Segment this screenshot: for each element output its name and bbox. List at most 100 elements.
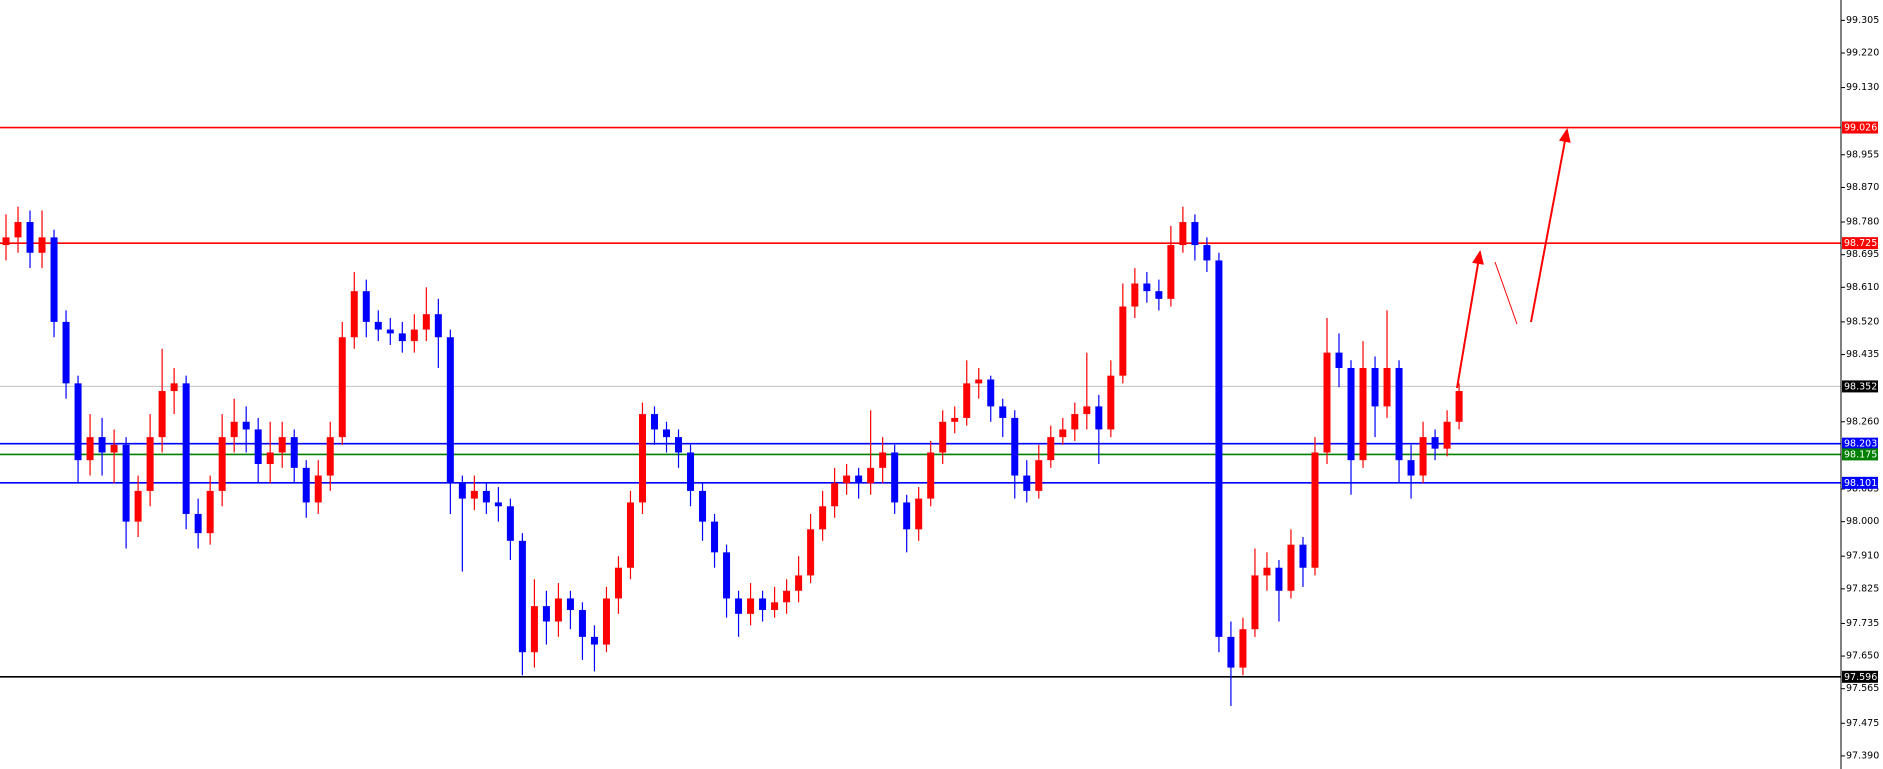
candle-body — [771, 602, 779, 610]
candle-body — [711, 521, 719, 553]
candle-body — [687, 452, 695, 491]
candle-body — [759, 598, 767, 610]
candle-body — [1179, 222, 1187, 246]
level-label-box — [1842, 437, 1878, 450]
candle-body — [386, 329, 394, 334]
candle-body — [446, 337, 454, 484]
candle-body — [230, 421, 238, 438]
candle-body — [266, 452, 274, 465]
level-label: 98.101 — [1844, 478, 1877, 489]
candle-body — [1383, 367, 1391, 407]
candle-body — [398, 333, 406, 342]
candle-body — [675, 437, 683, 453]
candle-body — [194, 513, 202, 534]
y-tick-label: 97.735 — [1846, 618, 1879, 629]
candle-body — [602, 598, 610, 645]
candle-body — [1347, 367, 1355, 461]
candle-body — [1191, 222, 1199, 246]
forecast-arrow — [1530, 128, 1571, 323]
candle-body — [927, 452, 935, 499]
y-tick-label: 98.695 — [1846, 249, 1879, 260]
candle-body — [566, 598, 574, 610]
y-tick-label: 97.390 — [1846, 750, 1879, 761]
candle-body — [1167, 245, 1175, 299]
candle-body — [843, 475, 851, 484]
candle-body — [278, 437, 286, 453]
level-label-box — [1842, 121, 1878, 134]
level-label: 98.175 — [1844, 449, 1877, 460]
candle-body — [1431, 437, 1439, 449]
candle-body — [254, 429, 262, 465]
y-tick-label: 99.220 — [1846, 48, 1879, 59]
candle-body — [1299, 544, 1307, 568]
forecast-arrow — [1456, 250, 1484, 389]
candle-body — [158, 391, 166, 438]
candle-body — [1155, 291, 1163, 299]
candle-body — [975, 379, 983, 384]
candle-body — [434, 314, 442, 338]
y-tick-label: 98.870 — [1846, 182, 1879, 193]
candle-body — [1083, 406, 1091, 415]
level-label-box — [1842, 448, 1878, 461]
candle-body — [506, 506, 514, 541]
candle-body — [206, 490, 214, 534]
forecast-line — [1494, 261, 1518, 325]
candle-body — [1407, 460, 1415, 476]
candle-body — [1359, 367, 1367, 461]
y-tick-label: 98.520 — [1846, 316, 1879, 327]
candle-body — [62, 321, 70, 384]
candle-body — [1023, 475, 1031, 491]
candle-body — [362, 291, 370, 322]
candle-body — [38, 237, 46, 253]
candle-body — [662, 429, 670, 438]
candle-body — [302, 467, 310, 503]
candle-body — [999, 406, 1007, 418]
candle-body — [374, 321, 382, 330]
candle-body — [218, 437, 226, 491]
candle-body — [891, 452, 899, 503]
candles — [2, 206, 1463, 707]
candle-body — [1011, 417, 1019, 476]
candle-body — [578, 609, 586, 637]
candle-body — [314, 475, 322, 503]
level-label: 98.725 — [1844, 238, 1877, 249]
candle-body — [1335, 352, 1343, 368]
candle-body — [1143, 283, 1151, 292]
candle-body — [915, 498, 923, 530]
candle-body — [626, 502, 634, 568]
candle-body — [338, 337, 346, 438]
candle-body — [1035, 460, 1043, 491]
candle-body — [134, 490, 142, 522]
y-tick-label: 99.305 — [1846, 15, 1879, 26]
candle-body — [987, 379, 995, 407]
candle-body — [747, 598, 755, 614]
candle-body — [1119, 306, 1127, 376]
candle-body — [1239, 629, 1247, 668]
candle-body — [554, 598, 562, 622]
y-tick-label: 97.475 — [1846, 718, 1879, 729]
level-label-box — [1842, 237, 1878, 250]
candle-body — [1419, 437, 1427, 476]
candle-body — [86, 437, 94, 461]
candle-body — [1371, 367, 1379, 407]
candle-body — [963, 383, 971, 418]
level-label-box — [1842, 380, 1878, 393]
candle-body — [723, 552, 731, 599]
candle-body — [1311, 452, 1319, 568]
candle-body — [590, 636, 598, 645]
candle-body — [867, 467, 875, 484]
y-tick-label: 97.565 — [1846, 683, 1879, 694]
candle-body — [410, 329, 418, 342]
level-label-box — [1842, 476, 1878, 489]
candle-body — [1287, 544, 1295, 591]
candle-body — [638, 414, 646, 503]
candle-body — [650, 414, 658, 430]
candle-body — [807, 529, 815, 576]
candle-body — [1443, 421, 1451, 449]
y-tick-label: 97.650 — [1846, 651, 1879, 662]
candle-body — [470, 490, 478, 499]
candle-body — [290, 437, 298, 468]
candle-body — [530, 606, 538, 653]
